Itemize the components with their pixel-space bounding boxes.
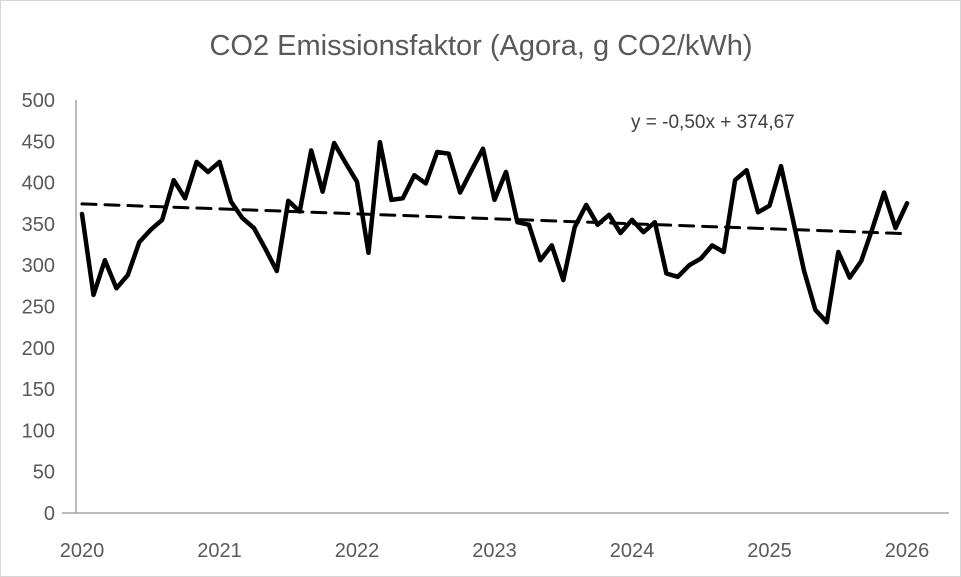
series-line [79,139,910,325]
y-tick-label: 450 [22,131,55,153]
trend-line [80,202,909,236]
x-tick-label: 2025 [747,540,792,562]
x-tick-label: 2022 [335,540,380,562]
y-tick-label: 400 [22,173,55,195]
x-tick-label: 2021 [197,540,242,562]
y-tick-label: 50 [33,462,55,484]
x-axis: 2020 2021 2022 2023 2024 2025 2026 [60,512,949,562]
x-tick-label: 2023 [472,540,517,562]
y-tick-label: 0 [44,503,55,525]
y-tick-label: 250 [22,297,55,319]
y-tick-label: 300 [22,255,55,277]
chart-title: CO2 Emissionsfaktor (Agora, g CO2/kWh) [209,30,752,62]
trendline-equation-label: y = -0,50x + 374,67 [631,112,795,133]
y-tick-label: 500 [22,90,55,112]
y-tick-label: 200 [22,338,55,360]
x-tick-label: 2020 [60,540,105,562]
y-axis: 0 50 100 150 200 250 300 350 400 450 500 [22,90,77,525]
y-tick-label: 100 [22,420,55,442]
x-tick-label: 2026 [885,540,930,562]
x-tick-label: 2024 [610,540,655,562]
y-tick-label: 150 [22,379,55,401]
y-tick-label: 350 [22,214,55,236]
